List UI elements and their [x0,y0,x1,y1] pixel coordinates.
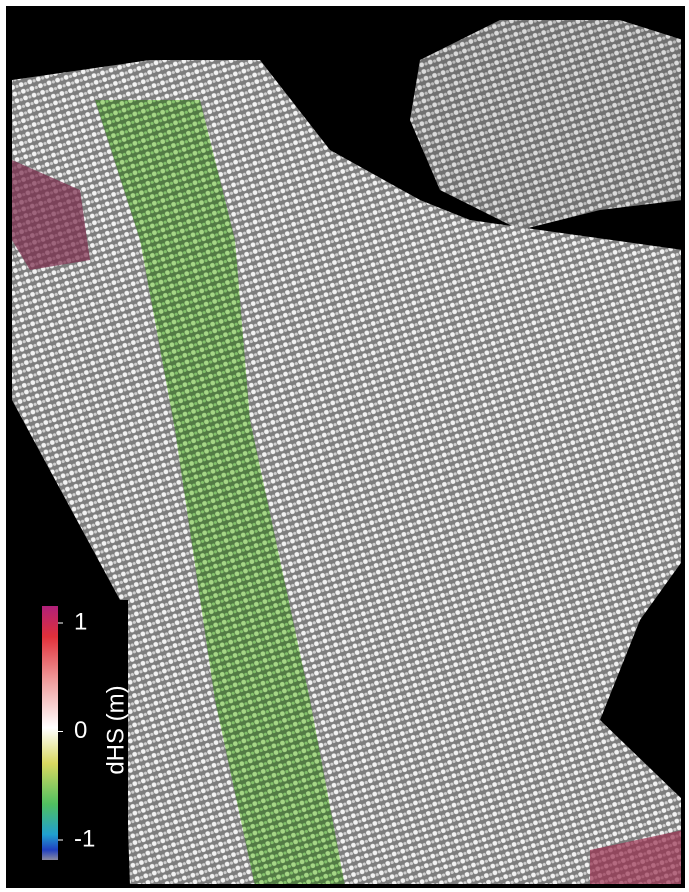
colorbar-tick-label: 0 [74,717,87,744]
colorbar-label: dHS (m) [102,685,129,774]
colorbar-tick-label: 1 [74,608,87,635]
colorbar-gradient [42,606,58,860]
page: dHS (m) 10-1 (() => { const data = JSON.… [0,0,689,892]
colorbar-tick-label: -1 [74,825,95,852]
figure: dHS (m) 1 0 -1 [0,0,689,892]
